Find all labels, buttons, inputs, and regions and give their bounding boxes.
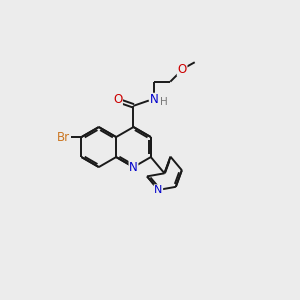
Text: O: O <box>113 93 122 106</box>
Text: O: O <box>177 63 187 76</box>
Text: Br: Br <box>57 130 70 143</box>
Text: H: H <box>160 97 168 107</box>
Text: N: N <box>150 93 158 106</box>
Text: N: N <box>154 185 163 195</box>
Text: Br: Br <box>57 130 70 143</box>
Text: O: O <box>177 63 187 76</box>
Text: O: O <box>113 93 122 106</box>
Text: N: N <box>150 93 158 106</box>
Text: H: H <box>160 97 168 107</box>
Text: N: N <box>129 160 138 174</box>
